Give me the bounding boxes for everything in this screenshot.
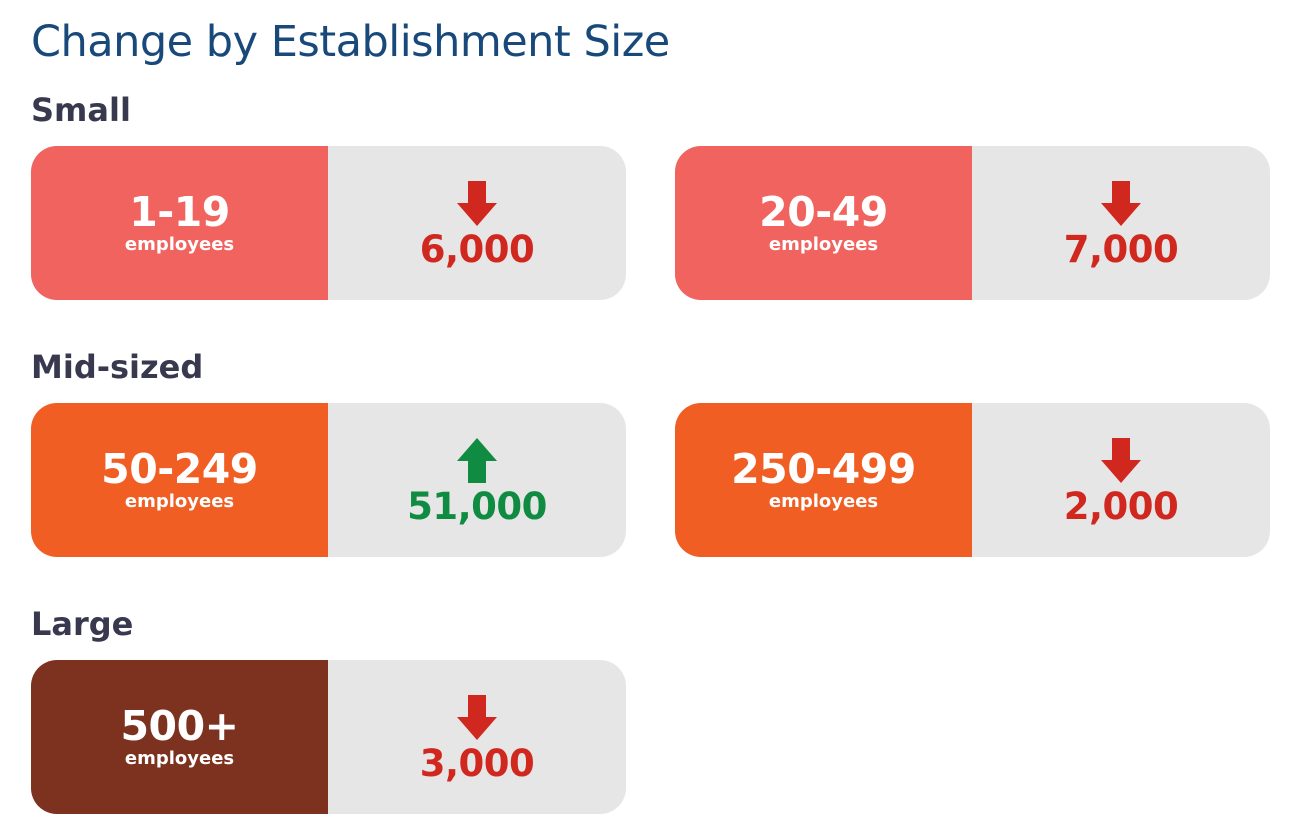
change-amount: 51,000 xyxy=(407,484,547,528)
size-range: 50-249 xyxy=(101,445,258,493)
section-heading-large: Large xyxy=(31,605,134,643)
change-amount: 7,000 xyxy=(1063,227,1179,271)
page-title: Change by Establishment Size xyxy=(31,17,670,67)
arrow-down-icon xyxy=(457,694,497,740)
card-50-249-employees: 50-249 employees 51,000 xyxy=(31,403,626,557)
size-label: 250-499 employees xyxy=(675,403,972,557)
arrow-down-icon xyxy=(1101,180,1141,226)
size-unit: employees xyxy=(124,234,235,255)
size-label: 20-49 employees xyxy=(675,146,972,300)
card-1-19-employees: 1-19 employees 6,000 xyxy=(31,146,626,300)
size-range: 20-49 xyxy=(759,188,888,236)
change-amount: 3,000 xyxy=(419,741,535,785)
change-panel: 51,000 xyxy=(328,403,626,557)
arrow-up-icon xyxy=(457,437,497,483)
size-range: 1-19 xyxy=(129,188,230,236)
size-range: 250-499 xyxy=(731,445,916,493)
arrow-down-icon xyxy=(457,180,497,226)
size-label: 500+ employees xyxy=(31,660,328,814)
change-panel: 6,000 xyxy=(328,146,626,300)
size-label: 1-19 employees xyxy=(31,146,328,300)
size-unit: employees xyxy=(768,491,879,512)
size-label: 50-249 employees xyxy=(31,403,328,557)
change-amount: 2,000 xyxy=(1063,484,1179,528)
change-panel: 2,000 xyxy=(972,403,1270,557)
section-heading-small: Small xyxy=(31,91,131,129)
change-panel: 7,000 xyxy=(972,146,1270,300)
change-amount: 6,000 xyxy=(419,227,535,271)
card-500-plus-employees: 500+ employees 3,000 xyxy=(31,660,626,814)
card-250-499-employees: 250-499 employees 2,000 xyxy=(675,403,1270,557)
size-unit: employees xyxy=(124,748,235,769)
card-20-49-employees: 20-49 employees 7,000 xyxy=(675,146,1270,300)
arrow-down-icon xyxy=(1101,437,1141,483)
section-heading-mid-sized: Mid-sized xyxy=(31,348,204,386)
size-unit: employees xyxy=(768,234,879,255)
size-unit: employees xyxy=(124,491,235,512)
size-range: 500+ xyxy=(120,702,239,750)
change-panel: 3,000 xyxy=(328,660,626,814)
